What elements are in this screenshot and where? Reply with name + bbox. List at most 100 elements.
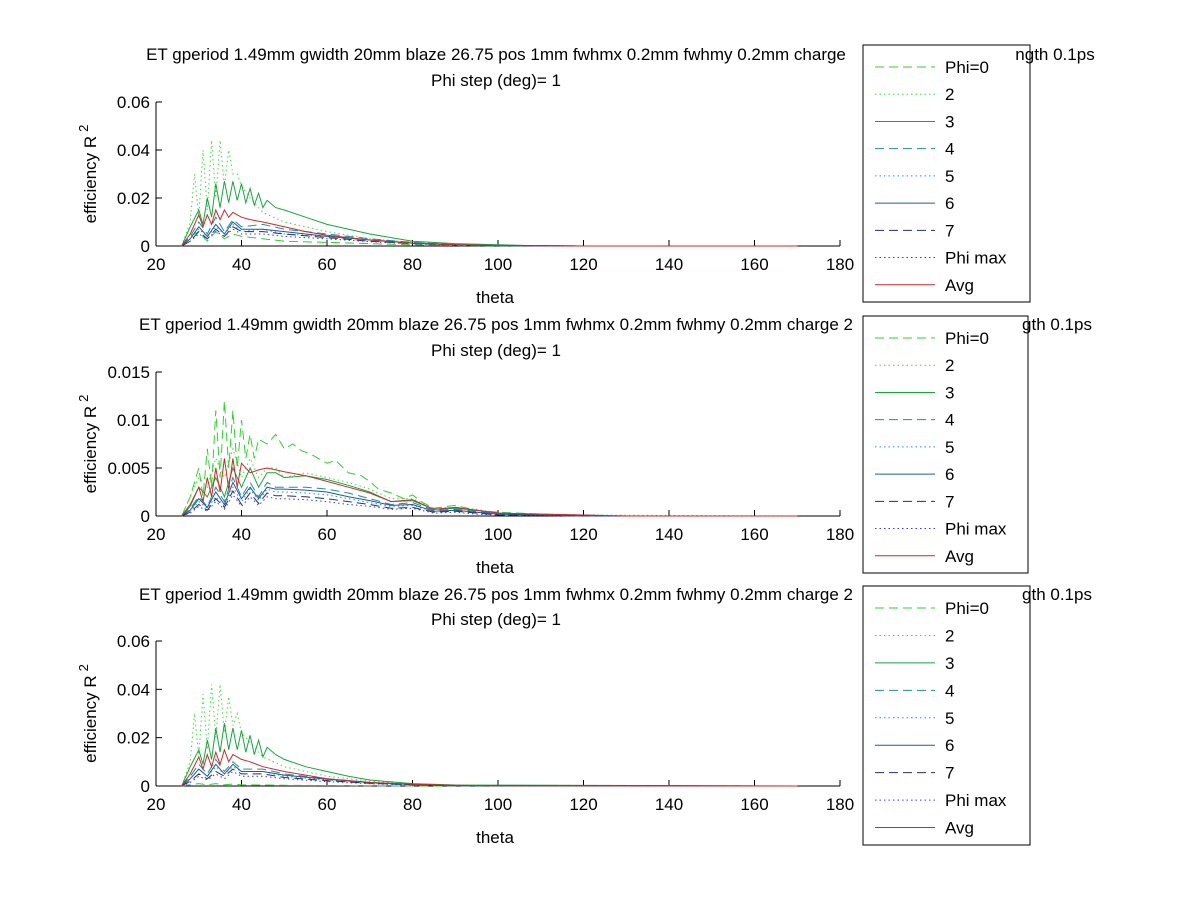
chart-title: ET gperiod 1.49mm gwidth 20mm blaze 26.7… bbox=[139, 315, 853, 334]
legend-entry: Phi max bbox=[945, 791, 1007, 810]
x-tick-label: 40 bbox=[232, 795, 251, 814]
y-tick-label: 0.04 bbox=[117, 141, 150, 160]
legend-entry: 2 bbox=[945, 85, 954, 104]
y-axis-label-text: efficiency R bbox=[81, 675, 100, 763]
legend-entry: 5 bbox=[945, 167, 954, 186]
legend: Phi=0 2 3 4 5 6 7 Phi max Avg bbox=[862, 315, 1029, 574]
legend: Phi=0 2 3 4 5 6 7 Phi max Avg bbox=[862, 585, 1031, 846]
x-tick-label: 180 bbox=[826, 255, 854, 274]
x-tick-label: 20 bbox=[147, 255, 166, 274]
y-axis-label: efficiency R 2 bbox=[76, 664, 100, 763]
legend-entry: Phi=0 bbox=[945, 329, 989, 348]
series-line-7 bbox=[181, 489, 798, 517]
legend-entry: 6 bbox=[945, 736, 954, 755]
series-line-3 bbox=[181, 181, 798, 247]
y-axis-label: efficiency R 2 bbox=[76, 395, 100, 494]
legend: Phi=0 2 3 4 5 6 7 Phi max Avg bbox=[862, 44, 1031, 303]
legend-entry: Phi max bbox=[945, 249, 1007, 268]
series-line-7 bbox=[181, 768, 798, 787]
x-tick-label: 140 bbox=[655, 795, 683, 814]
legend-entry: 2 bbox=[945, 626, 954, 645]
x-axis-label: theta bbox=[476, 288, 514, 307]
legend-entry: 4 bbox=[945, 681, 954, 700]
legend-entry: Avg bbox=[945, 547, 974, 566]
x-tick-label: 80 bbox=[403, 255, 422, 274]
series-line-phi-0 bbox=[181, 230, 798, 247]
x-tick-label: 100 bbox=[484, 795, 512, 814]
legend-box bbox=[862, 585, 1031, 846]
x-tick-label: 60 bbox=[318, 525, 337, 544]
x-tick-label: 20 bbox=[147, 795, 166, 814]
y-tick-label: 0.04 bbox=[117, 680, 150, 699]
x-tick-label: 20 bbox=[147, 525, 166, 544]
chart-subtitle: Phi step (deg)= 1 bbox=[431, 341, 561, 360]
chart-subtitle: Phi step (deg)= 1 bbox=[431, 610, 561, 629]
legend-entry: 3 bbox=[945, 383, 954, 402]
series-line-4 bbox=[181, 476, 798, 517]
series-line-avg bbox=[181, 208, 798, 247]
subplot-1: 20 40 60 80 100 120 140 160 180 0 0.02 0.04 0.06 thet… bbox=[76, 44, 1095, 307]
x-tick-label: 60 bbox=[318, 795, 337, 814]
legend-entry: 3 bbox=[945, 654, 954, 673]
x-tick-label: 40 bbox=[232, 525, 251, 544]
x-tick-label: 100 bbox=[484, 255, 512, 274]
chart-title-tail: ngth 0.1ps bbox=[1015, 45, 1094, 64]
legend-entry: Phi=0 bbox=[945, 599, 989, 618]
series-line-phi-max bbox=[181, 770, 798, 787]
y-tick-label: 0.02 bbox=[117, 189, 150, 208]
x-tick-label: 80 bbox=[403, 795, 422, 814]
legend-entry: Avg bbox=[945, 276, 974, 295]
series-line-3 bbox=[181, 723, 798, 787]
series-line-avg bbox=[181, 748, 798, 787]
series-line-phi-max bbox=[181, 228, 798, 247]
chart-title-tail: gth 0.1ps bbox=[1022, 585, 1092, 604]
x-tick-label: 120 bbox=[569, 525, 597, 544]
legend-entry: 6 bbox=[945, 194, 954, 213]
legend-box bbox=[862, 315, 1029, 574]
legend-entry: 6 bbox=[945, 465, 954, 484]
legend-entry: 4 bbox=[945, 140, 954, 159]
series-line-2 bbox=[181, 684, 798, 787]
y-tick-label: 0.02 bbox=[117, 729, 150, 748]
x-tick-label: 120 bbox=[569, 255, 597, 274]
x-tick-label: 80 bbox=[403, 525, 422, 544]
legend-entry: 3 bbox=[945, 112, 954, 131]
series-line-phi-0 bbox=[181, 400, 798, 517]
x-tick-label: 160 bbox=[740, 525, 768, 544]
series-line-3 bbox=[181, 466, 798, 517]
y-axis-label-superscript: 2 bbox=[76, 125, 91, 132]
x-axis-label: theta bbox=[476, 828, 514, 847]
chart-subtitle: Phi step (deg)= 1 bbox=[431, 71, 561, 90]
legend-entry: 5 bbox=[945, 709, 954, 728]
legend-entry: Phi max bbox=[945, 520, 1007, 539]
series-line-4 bbox=[181, 758, 798, 787]
y-tick-label: 0.06 bbox=[117, 93, 150, 112]
y-axis-label-text: efficiency R bbox=[81, 136, 100, 224]
series-line-6 bbox=[181, 221, 798, 247]
x-tick-label: 40 bbox=[232, 255, 251, 274]
y-axis-label-superscript: 2 bbox=[76, 395, 91, 402]
y-axis-label: efficiency R 2 bbox=[76, 125, 100, 224]
chart-title-tail: gth 0.1ps bbox=[1022, 315, 1092, 334]
y-tick-label: 0.015 bbox=[107, 363, 150, 382]
y-axis-label-text: efficiency R bbox=[81, 406, 100, 494]
series-line-5 bbox=[181, 223, 798, 247]
legend-box bbox=[862, 44, 1031, 303]
x-tick-label: 160 bbox=[740, 795, 768, 814]
chart-title: ET gperiod 1.49mm gwidth 20mm blaze 26.7… bbox=[146, 45, 846, 64]
y-tick-label: 0.005 bbox=[107, 459, 150, 478]
subplot-3: 20 40 60 80 100 120 140 160 180 0 0.02 0.04 0.06 thet… bbox=[76, 585, 1092, 847]
series-line-avg bbox=[181, 458, 798, 517]
legend-entry: 2 bbox=[945, 356, 954, 375]
legend-entry: 5 bbox=[945, 438, 954, 457]
x-tick-label: 60 bbox=[318, 255, 337, 274]
chart-title: ET gperiod 1.49mm gwidth 20mm blaze 26.7… bbox=[139, 585, 853, 604]
x-axis-label: theta bbox=[476, 558, 514, 577]
y-tick-label: 0.06 bbox=[117, 632, 150, 651]
legend-entry: Avg bbox=[945, 819, 974, 838]
legend-entry: 7 bbox=[945, 492, 954, 511]
series-line-7 bbox=[181, 226, 798, 247]
series-line-6 bbox=[181, 481, 798, 517]
series-line-4 bbox=[181, 216, 798, 247]
legend-entry: 4 bbox=[945, 411, 954, 430]
